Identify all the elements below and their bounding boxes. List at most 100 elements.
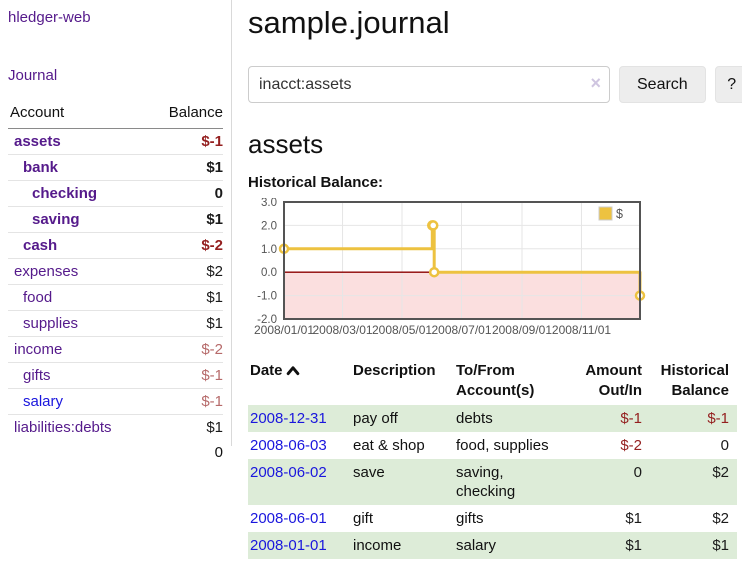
transaction-date-link[interactable]: 2008-12-31 <box>250 410 327 427</box>
y-tick-label: 0.0 <box>261 267 277 279</box>
account-balance: $2 <box>147 258 223 285</box>
transaction-balance: $1 <box>712 537 729 554</box>
x-tick-label: 2008/07/01 <box>431 323 491 337</box>
transaction-description: pay off <box>353 410 398 427</box>
transaction-date-link[interactable]: 2008-01-01 <box>250 537 327 554</box>
y-tick-label: 1.0 <box>261 244 277 256</box>
transaction-date-link[interactable]: 2008-06-01 <box>250 510 327 527</box>
transaction-row: 2008-06-03 eat & shop food, supplies $-2… <box>248 432 737 459</box>
transaction-description: income <box>353 537 402 554</box>
account-row: salary $-1 <box>8 388 223 415</box>
account-balance: $-1 <box>147 362 223 389</box>
page-title: sample.journal <box>248 5 450 40</box>
date-column-header[interactable]: Date <box>248 357 345 405</box>
main-content: sample.journal × Search ? assets Histori… <box>232 0 742 559</box>
transaction-accounts: salary <box>456 537 497 554</box>
transaction-accounts: saving, checking <box>456 464 516 500</box>
account-link[interactable]: supplies <box>23 315 79 332</box>
register-table: Date Description To/From Account(s) Amou… <box>248 357 737 559</box>
x-tick-label: 2008/03/01 <box>312 323 372 337</box>
description-column-header: Description <box>353 362 436 379</box>
account-heading: assets <box>248 129 324 159</box>
transaction-row: 2008-12-31 pay off debts $-1 $-1 <box>248 405 737 432</box>
app-title-link[interactable]: hledger-web <box>8 9 91 26</box>
account-link[interactable]: assets <box>14 133 61 150</box>
x-tick-label: 2008/01/01 <box>254 323 314 337</box>
help-button[interactable]: ? <box>714 66 742 103</box>
transaction-balance: 0 <box>720 437 729 454</box>
x-tick-label: 2008/11/01 <box>552 323 611 337</box>
account-row: checking 0 <box>8 180 223 207</box>
search-box: × <box>248 66 610 103</box>
account-balance: $1 <box>147 310 223 337</box>
account-link[interactable]: food <box>23 289 53 306</box>
account-link[interactable]: cash <box>23 237 58 254</box>
account-balance: $1 <box>147 206 223 233</box>
total-balance: 0 <box>214 444 223 461</box>
accounts-column-header: To/From Account(s) <box>456 362 535 399</box>
transaction-accounts: gifts <box>456 510 484 527</box>
search-input[interactable] <box>248 66 610 103</box>
register-header-row: Date Description To/From Account(s) Amou… <box>248 357 737 405</box>
y-tick-label: -1.0 <box>257 291 277 303</box>
x-tick-label: 2008/09/01 <box>492 323 552 337</box>
account-row: saving $1 <box>8 206 223 233</box>
account-link[interactable]: income <box>14 341 63 358</box>
account-row: food $1 <box>8 284 223 311</box>
account-row: gifts $-1 <box>8 362 223 389</box>
transaction-row: 2008-06-01 gift gifts $1 $2 <box>248 505 737 532</box>
y-tick-label: -2.0 <box>257 314 277 326</box>
data-point <box>428 266 440 278</box>
transaction-date-link[interactable]: 2008-06-02 <box>250 464 327 481</box>
account-row: assets $-1 <box>8 129 223 155</box>
balance-column-header: Balance <box>147 99 223 129</box>
account-balance: $1 <box>147 284 223 311</box>
legend-label: $ <box>616 207 623 221</box>
transaction-amount: 0 <box>633 464 642 481</box>
sort-ascending-icon <box>286 366 299 376</box>
search-row: × Search ? <box>248 66 742 103</box>
account-row: bank $1 <box>8 154 223 181</box>
sidebar: hledger-web Journal Account Balance asse… <box>0 0 232 461</box>
account-link[interactable]: salary <box>23 393 64 410</box>
account-link[interactable]: gifts <box>23 367 51 384</box>
account-balance: $-1 <box>201 133 223 150</box>
transaction-balance: $2 <box>712 464 729 481</box>
transaction-date-link[interactable]: 2008-06-03 <box>250 437 327 454</box>
transaction-description: eat & shop <box>353 437 425 454</box>
transaction-amount: $1 <box>625 537 642 554</box>
account-column-header: Account <box>8 99 148 129</box>
clear-search-icon[interactable]: × <box>590 73 601 93</box>
account-row: liabilities:debts $1 <box>8 414 223 440</box>
account-link[interactable]: liabilities:debts <box>14 419 112 436</box>
search-button[interactable]: Search <box>619 66 706 103</box>
legend-color-swatch <box>598 206 613 221</box>
balance-column-header-register: Historical Balance <box>660 362 729 399</box>
account-link[interactable]: saving <box>32 211 80 228</box>
nav-journal-link[interactable]: Journal <box>8 67 58 84</box>
transaction-amount: $-2 <box>620 437 642 454</box>
account-link[interactable]: expenses <box>14 263 79 280</box>
transaction-row: 2008-06-02 save saving, checking 0 $2 <box>248 459 737 505</box>
account-balance: $-1 <box>147 388 223 415</box>
account-link[interactable]: bank <box>23 159 59 176</box>
data-point <box>427 220 439 231</box>
account-row: expenses $2 <box>8 258 223 285</box>
account-balance: $-2 <box>147 232 223 259</box>
y-tick-label: 3.0 <box>261 198 277 209</box>
transaction-accounts: food, supplies <box>456 437 549 454</box>
chart-title: Historical Balance: <box>248 174 384 191</box>
account-balance: $-2 <box>147 336 223 363</box>
historical-balance-chart: 3.0 2.0 1.0 0.0 -1.0 -2.02008/01/012008/03/01… <box>254 198 646 337</box>
account-balance: $1 <box>147 414 223 440</box>
account-row: income $-2 <box>8 336 223 363</box>
account-row: supplies $1 <box>8 310 223 337</box>
transaction-balance: $2 <box>712 510 729 527</box>
transaction-balance: $-1 <box>707 410 729 427</box>
transaction-amount: $-1 <box>620 410 642 427</box>
x-tick-label: 2008/05/01 <box>372 323 432 337</box>
account-row: cash $-2 <box>8 232 223 259</box>
amount-column-header: Amount Out/In <box>585 362 642 399</box>
transaction-description: save <box>353 464 385 481</box>
account-link[interactable]: checking <box>32 185 98 202</box>
